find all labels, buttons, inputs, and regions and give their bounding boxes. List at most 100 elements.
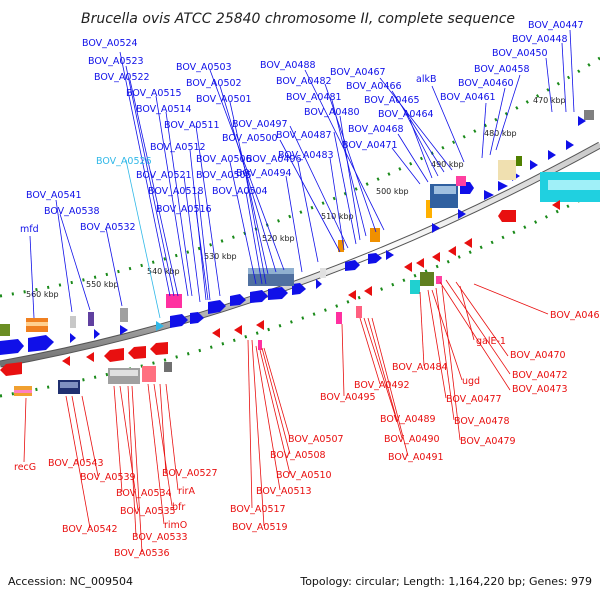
accession-text: Accession: NC_009504 <box>8 575 133 588</box>
gene-label[interactable]: BOV_A0536 <box>114 548 170 559</box>
tick-label: 560 kbp <box>26 290 59 299</box>
gene-label[interactable]: BOV_A0468 <box>348 124 404 135</box>
gene-label[interactable]: BOV_A0460 <box>458 78 514 89</box>
tick-label: 540 kbp <box>147 267 180 276</box>
reverse-feature-boxes <box>14 272 442 396</box>
gene-label[interactable]: BOV_A0505 <box>196 170 252 181</box>
gene-label[interactable]: BOV_A0481 <box>286 92 342 103</box>
gene-label[interactable]: BOV_A0472 <box>512 370 568 381</box>
gene-label[interactable]: BOV_A0518 <box>148 186 204 197</box>
gene-label[interactable]: rirA <box>178 486 195 497</box>
gene-label[interactable]: BOV_A0504 <box>212 186 268 197</box>
gene-label[interactable]: bfr <box>172 502 185 513</box>
gene-label[interactable]: BOV_A0538 <box>44 206 100 217</box>
gene-label[interactable]: BOV_A0511 <box>164 120 220 131</box>
gene-label[interactable]: BOV_A0471 <box>342 140 398 151</box>
gene-label[interactable]: BOV_A0448 <box>512 34 568 45</box>
gene-label[interactable]: BOV_A0543 <box>48 458 104 469</box>
highlight-gene <box>156 321 164 331</box>
gene-label[interactable]: BOV_A0497 <box>232 119 288 130</box>
gene-label[interactable]: BOV_A0527 <box>162 468 218 479</box>
gene-label[interactable]: BOV_A0489 <box>380 414 436 425</box>
gene-label[interactable]: BOV_A0488 <box>260 60 316 71</box>
bottom-labels: BOV_A0469 galE-1 BOV_A0470 BOV_A0472 BOV… <box>14 310 600 559</box>
gene-label[interactable]: BOV_A0517 <box>230 504 286 515</box>
gene-label[interactable]: BOV_A0487 <box>276 130 332 141</box>
gene-label[interactable]: BOV_A0480 <box>304 107 360 118</box>
gene-label[interactable]: BOV_A0450 <box>492 48 548 59</box>
gene-label[interactable]: BOV_A0532 <box>80 222 136 233</box>
gene-label[interactable]: BOV_A0541 <box>26 190 82 201</box>
gene-label[interactable]: BOV_A0524 <box>82 38 138 49</box>
gene-label[interactable]: BOV_A0521 <box>136 170 192 181</box>
gene-label[interactable]: BOV_A0479 <box>460 436 516 447</box>
gene-label[interactable]: BOV_A0491 <box>388 452 444 463</box>
gene-label[interactable]: BOV_A0466 <box>346 81 402 92</box>
tick-label: 470 kbp <box>533 96 566 105</box>
bottom-connectors <box>23 279 549 553</box>
gene-label[interactable]: BOV_A0523 <box>88 56 144 67</box>
tick-label: 520 kbp <box>262 234 295 243</box>
tick-label: 550 kbp <box>86 280 119 289</box>
gene-label[interactable]: ugd <box>462 376 480 387</box>
highlight-connector <box>125 159 161 319</box>
gene-label[interactable]: BOV_A0522 <box>94 72 150 83</box>
gene-label[interactable]: recG <box>14 462 36 473</box>
gene-label[interactable]: BOV_A0514 <box>136 104 192 115</box>
gene-label[interactable]: BOV_A0492 <box>354 380 410 391</box>
top-labels: BOV_A0447 BOV_A0448 BOV_A0450 BOV_A0458 … <box>20 20 584 235</box>
gene-label[interactable]: BOV_A0484 <box>392 362 448 373</box>
gene-label[interactable]: BOV_A0533 <box>132 532 188 543</box>
gene-label[interactable]: BOV_A0482 <box>276 76 332 87</box>
gene-label-highlight[interactable]: BOV_A0526 <box>96 156 152 167</box>
gene-label[interactable]: BOV_A0473 <box>512 384 568 395</box>
gene-label[interactable]: BOV_A0501 <box>196 94 252 105</box>
tick-label: 530 kbp <box>204 252 237 261</box>
forward-feature-boxes <box>0 110 600 336</box>
gene-label[interactable]: BOV_A0506 <box>196 154 252 165</box>
gene-label[interactable]: BOV_A0510 <box>276 470 332 481</box>
tick-label: 500 kbp <box>376 187 409 196</box>
gene-label[interactable]: galE-1 <box>476 336 506 347</box>
gene-label[interactable]: BOV_A0470 <box>510 350 566 361</box>
gene-label[interactable]: BOV_A0447 <box>528 20 584 31</box>
topology-text: Topology: circular; Length: 1,164,220 bp… <box>299 575 592 588</box>
gene-label[interactable]: BOV_A0542 <box>62 524 118 535</box>
gene-label[interactable]: BOV_A0507 <box>288 434 344 445</box>
map-title: Brucella ovis ATCC 25840 chromosome II, … <box>81 11 515 27</box>
gene-label[interactable]: BOV_A0515 <box>126 88 182 99</box>
gene-label[interactable]: BOV_A0508 <box>270 450 326 461</box>
gene-label[interactable]: BOV_A0496 <box>246 154 302 165</box>
gene-label[interactable]: BOV_A0490 <box>384 434 440 445</box>
gene-label[interactable]: BOV_A0478 <box>454 416 510 427</box>
gene-label[interactable]: mfd <box>20 224 39 235</box>
gene-label[interactable]: BOV_A0502 <box>186 78 242 89</box>
gene-label[interactable]: BOV_A0465 <box>364 95 420 106</box>
gene-label[interactable]: BOV_A0539 <box>80 472 136 483</box>
gene-label[interactable]: rimO <box>164 520 187 531</box>
top-connectors <box>29 29 575 319</box>
gene-label[interactable]: BOV_A0495 <box>320 392 376 403</box>
gene-label[interactable]: BOV_A0469 <box>550 310 600 321</box>
gene-label[interactable]: BOV_A0516 <box>156 204 212 215</box>
gene-label[interactable]: BOV_A0483 <box>278 150 334 161</box>
gene-label[interactable]: BOV_A0500 <box>222 133 278 144</box>
tick-label: 480 kbp <box>484 129 517 138</box>
gene-label[interactable]: BOV_A0494 <box>236 168 292 179</box>
gene-label[interactable]: BOV_A0519 <box>232 522 288 533</box>
gene-label[interactable]: BOV_A0467 <box>330 67 386 78</box>
gene-label[interactable]: BOV_A0535 <box>120 506 176 517</box>
gene-label[interactable]: BOV_A0464 <box>378 109 434 120</box>
gene-label[interactable]: BOV_A0458 <box>474 64 530 75</box>
gene-label[interactable]: BOV_A0503 <box>176 62 232 73</box>
tick-label: 510 kbp <box>321 212 354 221</box>
gene-label[interactable]: BOV_A0477 <box>446 394 502 405</box>
gene-label[interactable]: BOV_A0513 <box>256 486 312 497</box>
reverse-genes <box>0 200 560 376</box>
gene-label[interactable]: BOV_A0461 <box>440 92 496 103</box>
gene-label[interactable]: alkB <box>416 74 436 85</box>
gene-label[interactable]: BOV_A0512 <box>150 142 206 153</box>
gene-label[interactable]: BOV_A0534 <box>116 488 172 499</box>
